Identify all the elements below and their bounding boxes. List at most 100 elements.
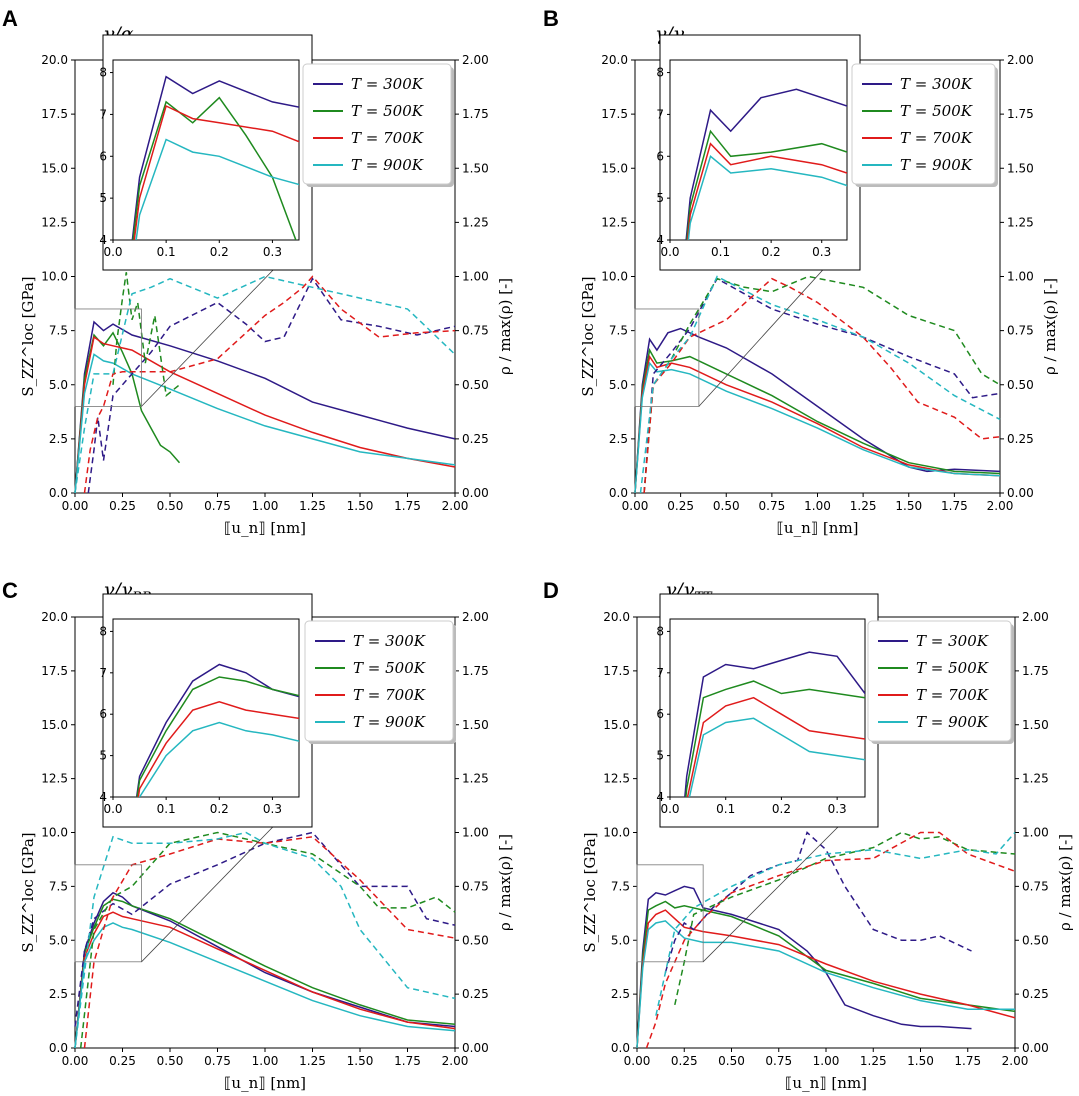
x-tick-label: 0.25 bbox=[109, 499, 136, 513]
inset-y-tick-label: 8 bbox=[656, 66, 664, 80]
inset-lines bbox=[685, 88, 847, 240]
x-tick-label: 1.75 bbox=[941, 499, 968, 513]
x-tick-label: 0.75 bbox=[759, 499, 786, 513]
y2-tick-label: 0.25 bbox=[462, 987, 489, 1001]
x-tick-label: 1.25 bbox=[860, 1054, 887, 1068]
y-tick-label: 7.5 bbox=[49, 879, 68, 893]
legend-label: T = 500K bbox=[900, 102, 973, 120]
x-tick-label: 1.00 bbox=[813, 1054, 840, 1068]
y-tick-label: 0.0 bbox=[49, 1041, 68, 1055]
y-tick-label: 15.0 bbox=[603, 718, 630, 732]
x-tick-label: 1.50 bbox=[895, 499, 922, 513]
inset-x-tick-label: 0.2 bbox=[210, 245, 229, 259]
panel-letter: A bbox=[2, 6, 18, 31]
y-tick-label: 10.0 bbox=[41, 270, 68, 284]
inset-y-tick-label: 7 bbox=[656, 107, 664, 121]
stress-line-300K bbox=[74, 891, 456, 1049]
inset-stress-line-700K bbox=[133, 104, 299, 240]
y2-tick-label: 0.75 bbox=[462, 324, 489, 338]
y2-tick-label: 1.25 bbox=[1022, 772, 1049, 786]
y2-tick-label: 2.00 bbox=[462, 610, 489, 624]
x-tick-label: 0.25 bbox=[109, 1054, 136, 1068]
legend-label: T = 700K bbox=[916, 686, 989, 704]
inset-background bbox=[659, 593, 879, 828]
y2-tick-label: 0.25 bbox=[1022, 987, 1049, 1001]
y2-tick-label: 0.00 bbox=[1022, 1041, 1049, 1055]
y-axis-label: S_ZZ^loc [GPa] bbox=[579, 276, 597, 396]
legend-label: T = 500K bbox=[353, 659, 426, 677]
inset-stress-line-500K bbox=[685, 680, 865, 797]
density-line-700K bbox=[645, 831, 1016, 1049]
inset-x-tick-label: 0.0 bbox=[660, 802, 679, 816]
inset-x-tick-label: 0.3 bbox=[828, 802, 847, 816]
y2-tick-label: 0.00 bbox=[462, 1041, 489, 1055]
y-tick-label: 5.0 bbox=[49, 378, 68, 392]
x-tick-label: 1.25 bbox=[850, 499, 877, 513]
inset-background bbox=[102, 593, 313, 828]
stress-line-700K bbox=[634, 354, 1001, 494]
zoom-region bbox=[634, 308, 700, 407]
y-tick-label: 20.0 bbox=[601, 53, 628, 67]
x-tick-label: 0.00 bbox=[622, 499, 649, 513]
y-tick-label: 2.5 bbox=[49, 987, 68, 1001]
stress-line-500K bbox=[74, 898, 456, 1049]
y-tick-label: 15.0 bbox=[601, 161, 628, 175]
x-tick-label: 0.25 bbox=[671, 1054, 698, 1068]
inset-y-tick-label: 5 bbox=[99, 749, 107, 763]
y2-tick-label: 0.50 bbox=[462, 378, 489, 392]
x-axis-label: ⟦u_n⟧ [nm] bbox=[776, 519, 858, 537]
inset-x-tick-label: 0.1 bbox=[157, 245, 176, 259]
y-tick-label: 5.0 bbox=[609, 378, 628, 392]
density-line-300K bbox=[87, 277, 456, 494]
y-tick-label: 20.0 bbox=[41, 53, 68, 67]
inset-frame bbox=[669, 59, 848, 241]
legend-label: T = 300K bbox=[916, 632, 989, 650]
inset-stress-line-900K bbox=[135, 138, 299, 240]
y2-tick-label: 0.50 bbox=[1022, 933, 1049, 947]
y2-tick-label: 1.50 bbox=[462, 161, 489, 175]
inset-stress-line-700K bbox=[686, 696, 865, 797]
density-line-900K bbox=[74, 275, 456, 494]
panel-letter: C bbox=[2, 578, 18, 603]
y2-tick-label: 1.50 bbox=[1007, 161, 1034, 175]
legend-label: T = 900K bbox=[916, 713, 989, 731]
y-tick-label: 7.5 bbox=[609, 324, 628, 338]
density-line-900K bbox=[74, 831, 456, 1049]
y2-tick-label: 1.75 bbox=[462, 664, 489, 678]
y2-tick-label: 0.25 bbox=[1007, 432, 1034, 446]
inset-stress-line-700K bbox=[686, 142, 847, 240]
y-tick-label: 17.5 bbox=[41, 664, 68, 678]
y-tick-label: 7.5 bbox=[49, 324, 68, 338]
inset-frame bbox=[669, 618, 866, 798]
y2-axis-label: ρ / max(ρ) [-] bbox=[496, 278, 514, 375]
stress-line-500K bbox=[634, 347, 1001, 494]
x-tick-label: 0.50 bbox=[718, 1054, 745, 1068]
inset-x-tick-label: 0.1 bbox=[716, 802, 735, 816]
inset-lines bbox=[135, 663, 299, 797]
y-tick-label: 0.0 bbox=[609, 486, 628, 500]
inset-stress-line-300K bbox=[135, 663, 299, 797]
y2-axis-label: ρ / max(ρ) [-] bbox=[1041, 278, 1059, 375]
legend-box bbox=[304, 620, 454, 742]
inset-stress-line-300K bbox=[131, 75, 299, 240]
y-tick-label: 7.5 bbox=[611, 879, 630, 893]
inset-x-tick-label: 0.2 bbox=[772, 802, 791, 816]
inset-y-tick-label: 4 bbox=[99, 790, 107, 804]
inset-y-tick-label: 4 bbox=[99, 233, 107, 247]
x-tick-label: 2.00 bbox=[442, 499, 469, 513]
x-tick-label: 0.00 bbox=[62, 1054, 89, 1068]
y-axis-label: S_ZZ^loc [GPa] bbox=[19, 832, 37, 952]
inset-x-tick-label: 0.1 bbox=[711, 245, 730, 259]
panel-letter: B bbox=[543, 6, 559, 31]
inset-x-tick-label: 0.3 bbox=[263, 802, 282, 816]
legend-box bbox=[302, 63, 452, 185]
y-tick-label: 5.0 bbox=[49, 933, 68, 947]
y2-tick-label: 2.00 bbox=[1007, 53, 1034, 67]
x-tick-label: 0.50 bbox=[157, 1054, 184, 1068]
y-tick-label: 2.5 bbox=[609, 432, 628, 446]
y-tick-label: 0.0 bbox=[611, 1041, 630, 1055]
legend-label: T = 300K bbox=[900, 75, 973, 93]
x-axis-label: ⟦u_n⟧ [nm] bbox=[224, 1074, 306, 1092]
inset-y-tick-label: 8 bbox=[99, 624, 107, 638]
